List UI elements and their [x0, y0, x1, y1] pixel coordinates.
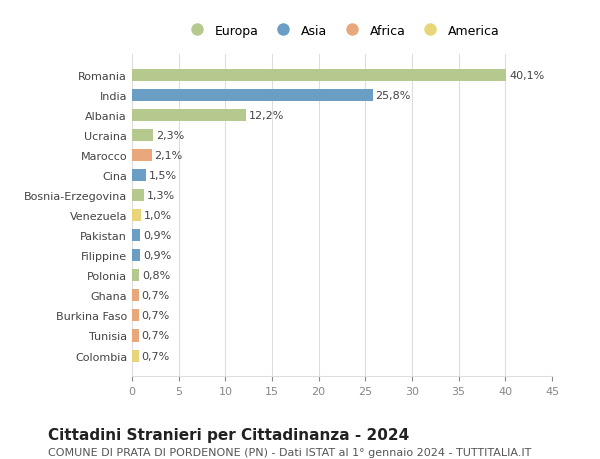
Text: 25,8%: 25,8% [376, 91, 411, 101]
Text: 0,9%: 0,9% [143, 251, 172, 261]
Text: 12,2%: 12,2% [248, 111, 284, 121]
Bar [132, 310, 139, 322]
Bar [132, 230, 140, 242]
Text: 0,8%: 0,8% [142, 271, 170, 281]
Text: 0,7%: 0,7% [142, 291, 170, 301]
Text: 1,5%: 1,5% [149, 171, 177, 181]
Text: 2,1%: 2,1% [154, 151, 182, 161]
Bar [132, 70, 506, 82]
Legend: Europa, Asia, Africa, America: Europa, Asia, Africa, America [179, 20, 505, 43]
Bar [132, 150, 152, 162]
Text: 2,3%: 2,3% [156, 131, 185, 141]
Text: Cittadini Stranieri per Cittadinanza - 2024: Cittadini Stranieri per Cittadinanza - 2… [48, 427, 409, 442]
Bar [132, 290, 139, 302]
Text: 0,9%: 0,9% [143, 231, 172, 241]
Bar [132, 210, 142, 222]
Text: 1,0%: 1,0% [144, 211, 172, 221]
Bar [132, 350, 139, 362]
Bar [132, 130, 154, 142]
Text: 0,7%: 0,7% [142, 351, 170, 361]
Text: 1,3%: 1,3% [147, 191, 175, 201]
Bar [132, 90, 373, 102]
Text: 0,7%: 0,7% [142, 311, 170, 321]
Bar [132, 270, 139, 282]
Text: 0,7%: 0,7% [142, 331, 170, 341]
Text: COMUNE DI PRATA DI PORDENONE (PN) - Dati ISTAT al 1° gennaio 2024 - TUTTITALIA.I: COMUNE DI PRATA DI PORDENONE (PN) - Dati… [48, 448, 532, 458]
Bar [132, 110, 246, 122]
Bar [132, 330, 139, 342]
Text: 40,1%: 40,1% [509, 71, 544, 81]
Bar [132, 190, 144, 202]
Bar [132, 170, 146, 182]
Bar [132, 250, 140, 262]
